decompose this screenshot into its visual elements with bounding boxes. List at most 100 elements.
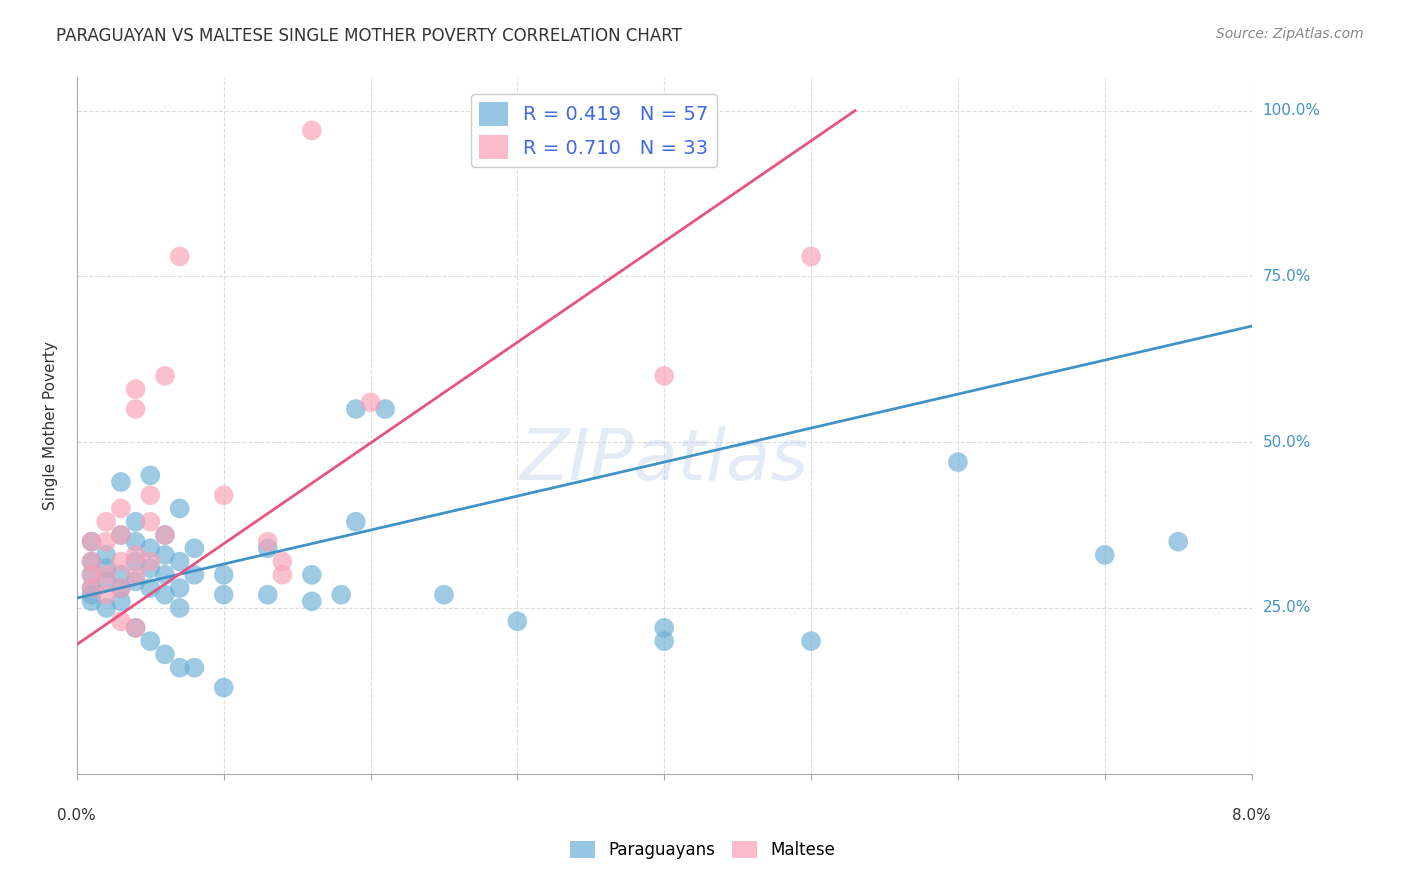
Point (80, 555, 103, 569)
Point (80, 567, 103, 582)
Point (139, 634, 162, 648)
Point (271, 555, 294, 569)
Point (124, 548, 146, 562)
Point (110, 501, 132, 516)
Point (212, 681, 235, 695)
Point (96, 534, 118, 549)
Point (110, 614, 132, 628)
Point (344, 515, 367, 529)
Point (139, 468, 162, 483)
Point (183, 541, 205, 556)
Point (652, 368, 675, 383)
Point (183, 567, 205, 582)
Point (124, 621, 146, 635)
Point (80, 581, 103, 595)
Point (169, 250, 191, 264)
Point (139, 555, 162, 569)
Point (96, 515, 118, 529)
Point (652, 634, 675, 648)
Text: 0.0%: 0.0% (58, 808, 96, 823)
Point (344, 402, 367, 417)
Point (124, 621, 146, 635)
Point (169, 501, 191, 516)
Point (110, 475, 132, 489)
Point (96, 567, 118, 582)
Point (946, 455, 969, 469)
Point (110, 581, 132, 595)
Point (301, 567, 323, 582)
Point (360, 395, 382, 409)
Point (256, 541, 278, 556)
Text: 50.0%: 50.0% (1263, 434, 1310, 450)
Text: ZIPatlas: ZIPatlas (520, 425, 808, 495)
Point (212, 567, 235, 582)
Point (96, 548, 118, 562)
Point (330, 588, 353, 602)
Point (96, 588, 118, 602)
Point (110, 528, 132, 542)
Point (80, 588, 103, 602)
Point (139, 515, 162, 529)
Point (124, 402, 146, 417)
Text: PARAGUAYAN VS MALTESE SINGLE MOTHER POVERTY CORRELATION CHART: PARAGUAYAN VS MALTESE SINGLE MOTHER POVE… (56, 27, 682, 45)
Point (153, 528, 176, 542)
Point (153, 528, 176, 542)
Point (80, 555, 103, 569)
Point (80, 567, 103, 582)
Point (124, 382, 146, 396)
Point (139, 488, 162, 502)
Text: 25.0%: 25.0% (1263, 600, 1310, 615)
Point (212, 488, 235, 502)
Point (652, 621, 675, 635)
Point (96, 574, 118, 589)
Text: 8.0%: 8.0% (1232, 808, 1271, 823)
Point (169, 660, 191, 674)
Point (80, 534, 103, 549)
Point (80, 534, 103, 549)
Point (110, 594, 132, 608)
Point (800, 634, 823, 648)
Point (1167, 534, 1189, 549)
Text: 75.0%: 75.0% (1263, 268, 1310, 284)
Point (139, 581, 162, 595)
Point (256, 534, 278, 549)
Point (433, 588, 456, 602)
Point (1094, 548, 1116, 562)
Point (80, 594, 103, 608)
Point (374, 402, 396, 417)
Point (153, 648, 176, 662)
Point (139, 541, 162, 556)
Point (139, 561, 162, 575)
Point (96, 601, 118, 615)
Legend: R = 0.419   N = 57, R = 0.710   N = 33: R = 0.419 N = 57, R = 0.710 N = 33 (471, 95, 717, 167)
Point (212, 588, 235, 602)
Point (124, 567, 146, 582)
Point (110, 581, 132, 595)
Point (153, 368, 176, 383)
Point (256, 588, 278, 602)
Point (124, 555, 146, 569)
Point (80, 581, 103, 595)
Point (153, 588, 176, 602)
Point (169, 555, 191, 569)
Point (153, 567, 176, 582)
Text: Source: ZipAtlas.com: Source: ZipAtlas.com (1216, 27, 1364, 41)
Point (183, 660, 205, 674)
Text: 100.0%: 100.0% (1263, 103, 1320, 118)
Point (153, 548, 176, 562)
Point (124, 534, 146, 549)
Y-axis label: Single Mother Poverty: Single Mother Poverty (44, 341, 58, 510)
Point (169, 581, 191, 595)
Point (579, 123, 602, 137)
Point (301, 594, 323, 608)
Point (110, 567, 132, 582)
Point (110, 555, 132, 569)
Point (96, 561, 118, 575)
Legend: Paraguayans, Maltese: Paraguayans, Maltese (564, 834, 842, 866)
Point (301, 123, 323, 137)
Point (124, 515, 146, 529)
Point (506, 614, 529, 628)
Point (124, 574, 146, 589)
Point (271, 567, 294, 582)
Point (110, 528, 132, 542)
